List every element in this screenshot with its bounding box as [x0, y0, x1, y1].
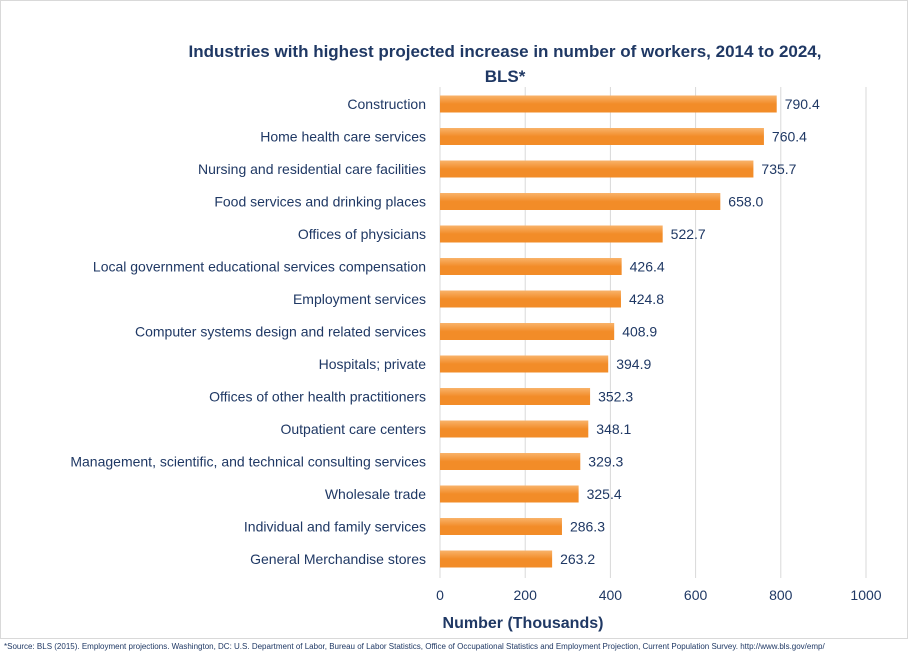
value-label: 263.2: [560, 551, 595, 567]
bar: [440, 128, 764, 145]
category-labels: Construction Home health care services Nur…: [70, 96, 426, 567]
category-label: Food services and drinking places: [214, 194, 426, 210]
value-label: 348.1: [596, 421, 631, 437]
bar: [440, 323, 615, 340]
bar: [440, 518, 562, 535]
value-label: 424.8: [629, 291, 664, 307]
value-labels: 790.4 760.4 735.7 658.0 522.7 426.4 424.8 408.9…: [560, 96, 820, 567]
source-note: *Source: BLS (2015). Employment projecti…: [4, 642, 825, 651]
x-tick-label: 200: [514, 587, 538, 603]
category-label: Wholesale trade: [325, 486, 426, 502]
x-tick-label: 600: [684, 587, 708, 603]
category-label: Offices of other health practitioners: [209, 389, 426, 405]
bar: [440, 290, 621, 308]
x-tick-label: 800: [769, 587, 793, 603]
category-label: Offices of physicians: [298, 226, 426, 242]
bar: [440, 95, 777, 113]
x-tick-label: 400: [599, 587, 623, 603]
category-label: Hospitals; private: [319, 356, 427, 372]
value-label: 408.9: [622, 324, 657, 340]
chart-title-line-2: BLS*: [485, 67, 526, 86]
category-label: Management, scientific, and technical co…: [70, 454, 426, 470]
bar: [440, 225, 663, 243]
bar-chart: Industries with highest projected increa…: [70, 42, 882, 632]
category-label: Outpatient care centers: [280, 421, 426, 437]
category-label: Individual and family services: [244, 519, 426, 535]
value-label: 426.4: [630, 259, 665, 275]
value-label: 522.7: [671, 226, 706, 242]
bar: [440, 453, 581, 470]
category-label: Construction: [347, 96, 426, 112]
x-axis-title: Number (Thousands): [443, 615, 604, 632]
x-tick-labels: 0 200 400 600 800 1000: [436, 587, 882, 603]
value-label: 325.4: [587, 486, 622, 502]
category-label: Local government educational services co…: [93, 259, 426, 275]
x-tick-label: 1000: [850, 587, 881, 603]
bar: [440, 550, 553, 568]
bar: [440, 388, 591, 405]
category-label: Employment services: [293, 291, 426, 307]
category-label: Computer systems design and related serv…: [135, 324, 426, 340]
value-label: 735.7: [761, 161, 796, 177]
value-label: 394.9: [616, 356, 651, 372]
value-label: 760.4: [772, 129, 807, 145]
bar: [440, 485, 579, 503]
value-label: 790.4: [785, 96, 820, 112]
x-tick-label: 0: [436, 587, 444, 603]
value-label: 352.3: [598, 389, 633, 405]
bar: [440, 258, 622, 275]
bar: [440, 193, 721, 210]
category-label: General Merchandise stores: [250, 551, 426, 567]
category-label: Nursing and residential care facilities: [198, 161, 426, 177]
value-label: 658.0: [728, 194, 763, 210]
bars: [440, 95, 777, 568]
category-label: Home health care services: [260, 129, 426, 145]
value-label: 286.3: [570, 519, 605, 535]
bar: [440, 160, 754, 178]
bar: [440, 355, 609, 373]
value-label: 329.3: [588, 454, 623, 470]
chart-title-line-1: Industries with highest projected increa…: [189, 42, 822, 61]
bar: [440, 420, 589, 438]
